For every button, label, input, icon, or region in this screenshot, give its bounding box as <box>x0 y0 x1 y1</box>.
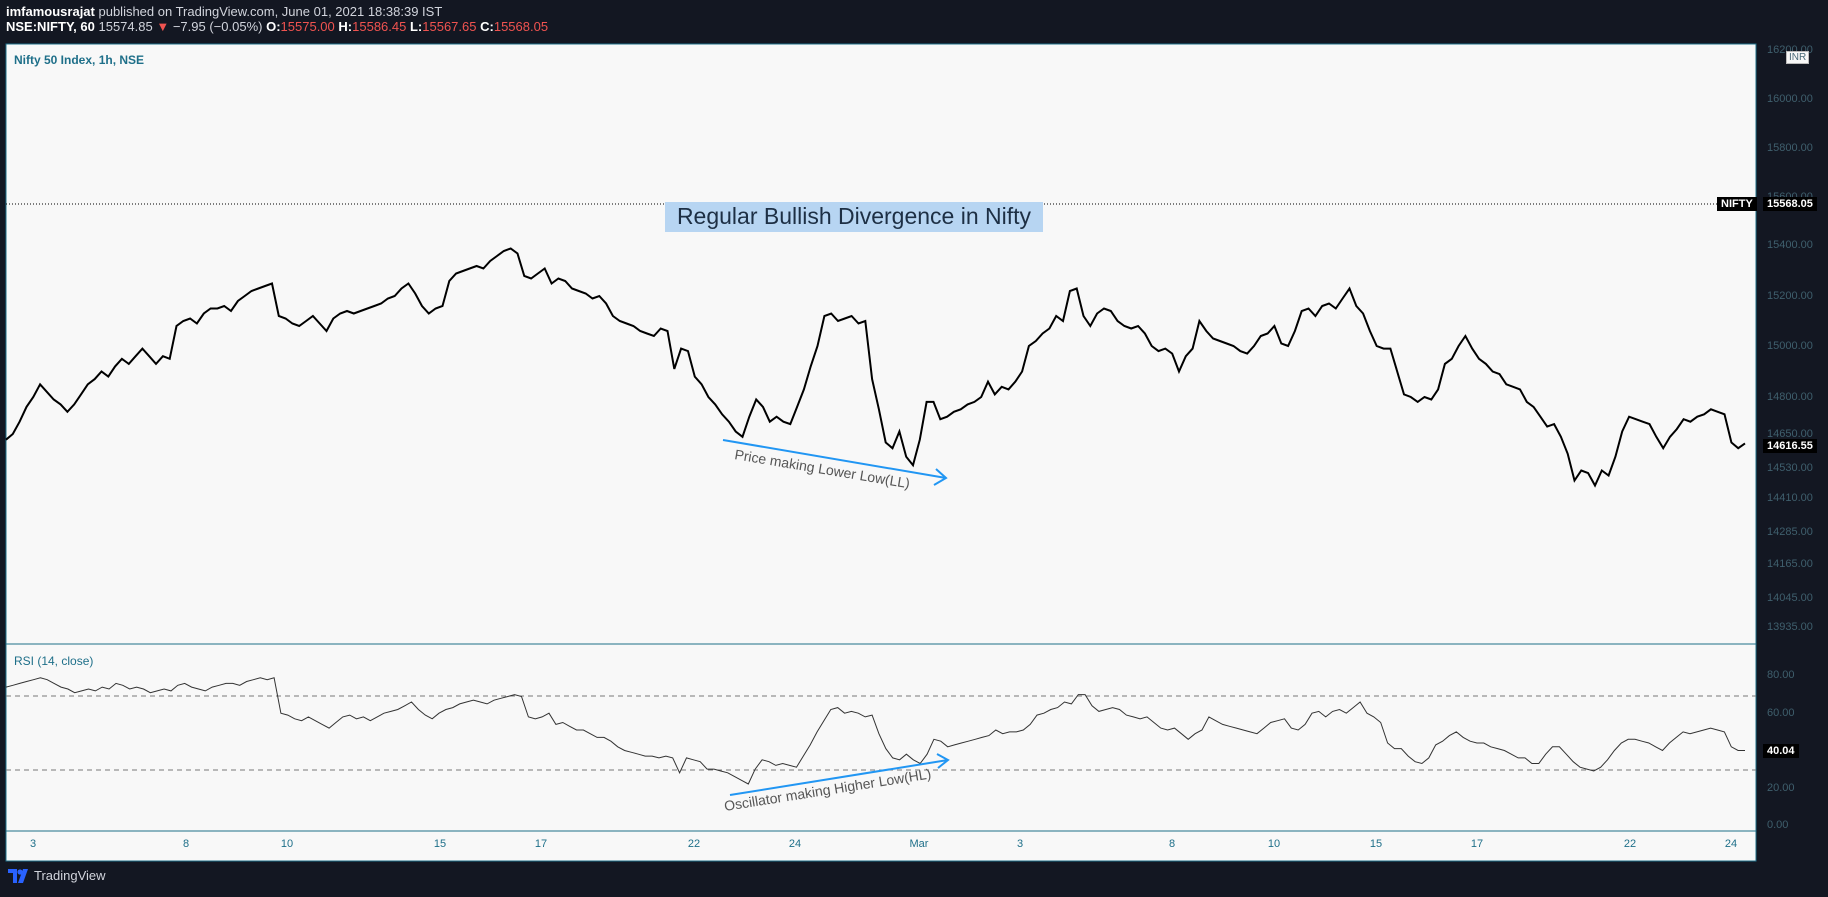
footer-brand: TradingView <box>34 868 106 883</box>
change-value: −7.95 (−0.05%) <box>172 19 263 34</box>
price-tick: 14410.00 <box>1767 492 1813 504</box>
x-tick: 15 <box>1369 838 1383 850</box>
high-value: 15586.45 <box>352 19 407 34</box>
price-tick: 15000.00 <box>1767 340 1813 352</box>
x-tick: Mar <box>909 838 929 850</box>
tradingview-logo-icon <box>8 868 28 883</box>
price-tick: 15200.00 <box>1767 290 1813 302</box>
last-price-tag: 15568.05 <box>1763 197 1817 211</box>
last-value: 15574.85 <box>98 19 153 34</box>
price-tick: 14530.00 <box>1767 462 1813 474</box>
price-tick: 14650.00 <box>1767 428 1813 440</box>
symbol-info: NSE:NIFTY, 60 15574.85 ▼ −7.95 (−0.05%) … <box>6 19 548 34</box>
price-divergence-arrow <box>722 439 947 479</box>
x-tick: 17 <box>1470 838 1484 850</box>
price-tick: 15800.00 <box>1767 142 1813 154</box>
close-label: C: <box>480 19 494 34</box>
x-tick: 22 <box>687 838 701 850</box>
rsi-line <box>5 677 1745 785</box>
currency-button[interactable]: INR <box>1786 51 1810 64</box>
price-line <box>5 247 1746 488</box>
x-tick: 8 <box>182 838 190 850</box>
price-arrow-head-icon <box>933 468 948 486</box>
osc-divergence-arrow <box>729 759 949 796</box>
rsi-value-tag: 40.04 <box>1763 744 1799 758</box>
price-tick: 15400.00 <box>1767 239 1813 251</box>
published-text: published on TradingView.com, June 01, 2… <box>94 4 443 19</box>
down-arrow-icon: ▼ <box>156 19 170 34</box>
price-tick: 14285.00 <box>1767 526 1813 538</box>
osc-arrow-head-icon <box>936 753 950 769</box>
footer-logo[interactable]: TradingView <box>8 868 106 883</box>
x-tick: 10 <box>1267 838 1281 850</box>
chart-background <box>6 44 1756 861</box>
price-tick: 13935.00 <box>1767 621 1813 633</box>
rsi-tick: 0.00 <box>1767 819 1789 831</box>
x-tick: 15 <box>433 838 447 850</box>
publisher-name[interactable]: imfamousrajat <box>6 4 95 19</box>
x-tick: 22 <box>1623 838 1637 850</box>
rsi-pane-title: RSI (14, close) <box>14 654 94 668</box>
price-tick: 16000.00 <box>1767 93 1813 105</box>
close-value: 15568.05 <box>493 19 549 34</box>
open-value: 15575.00 <box>280 19 335 34</box>
x-tick: 3 <box>29 838 37 850</box>
open-label: O: <box>266 19 281 34</box>
x-tick: 24 <box>1724 838 1738 850</box>
symbol-tag: NIFTY <box>1717 197 1757 211</box>
rsi-tick: 60.00 <box>1767 707 1795 719</box>
main-pane-title: Nifty 50 Index, 1h, NSE <box>14 53 145 67</box>
price-tick: 14045.00 <box>1767 592 1813 604</box>
price-tick: 14800.00 <box>1767 391 1813 403</box>
low-label: L: <box>409 19 423 34</box>
price-tick: 14165.00 <box>1767 558 1813 570</box>
high-label: H: <box>338 19 353 34</box>
x-tick: 24 <box>788 838 802 850</box>
x-tick: 3 <box>1016 838 1024 850</box>
low-value: 15567.65 <box>422 19 477 34</box>
publish-info: imfamousrajat published on TradingView.c… <box>6 4 442 19</box>
symbol: NSE:NIFTY, 60 <box>6 19 95 34</box>
rsi-tick: 80.00 <box>1767 669 1795 681</box>
x-tick: 17 <box>534 838 548 850</box>
x-tick: 8 <box>1168 838 1176 850</box>
annotation-title: Regular Bullish Divergence in Nifty <box>677 203 1032 229</box>
close-price-tag: 14616.55 <box>1763 439 1817 453</box>
rsi-tick: 20.00 <box>1767 782 1795 794</box>
x-tick: 10 <box>280 838 294 850</box>
annotation-highlight <box>665 202 1043 232</box>
